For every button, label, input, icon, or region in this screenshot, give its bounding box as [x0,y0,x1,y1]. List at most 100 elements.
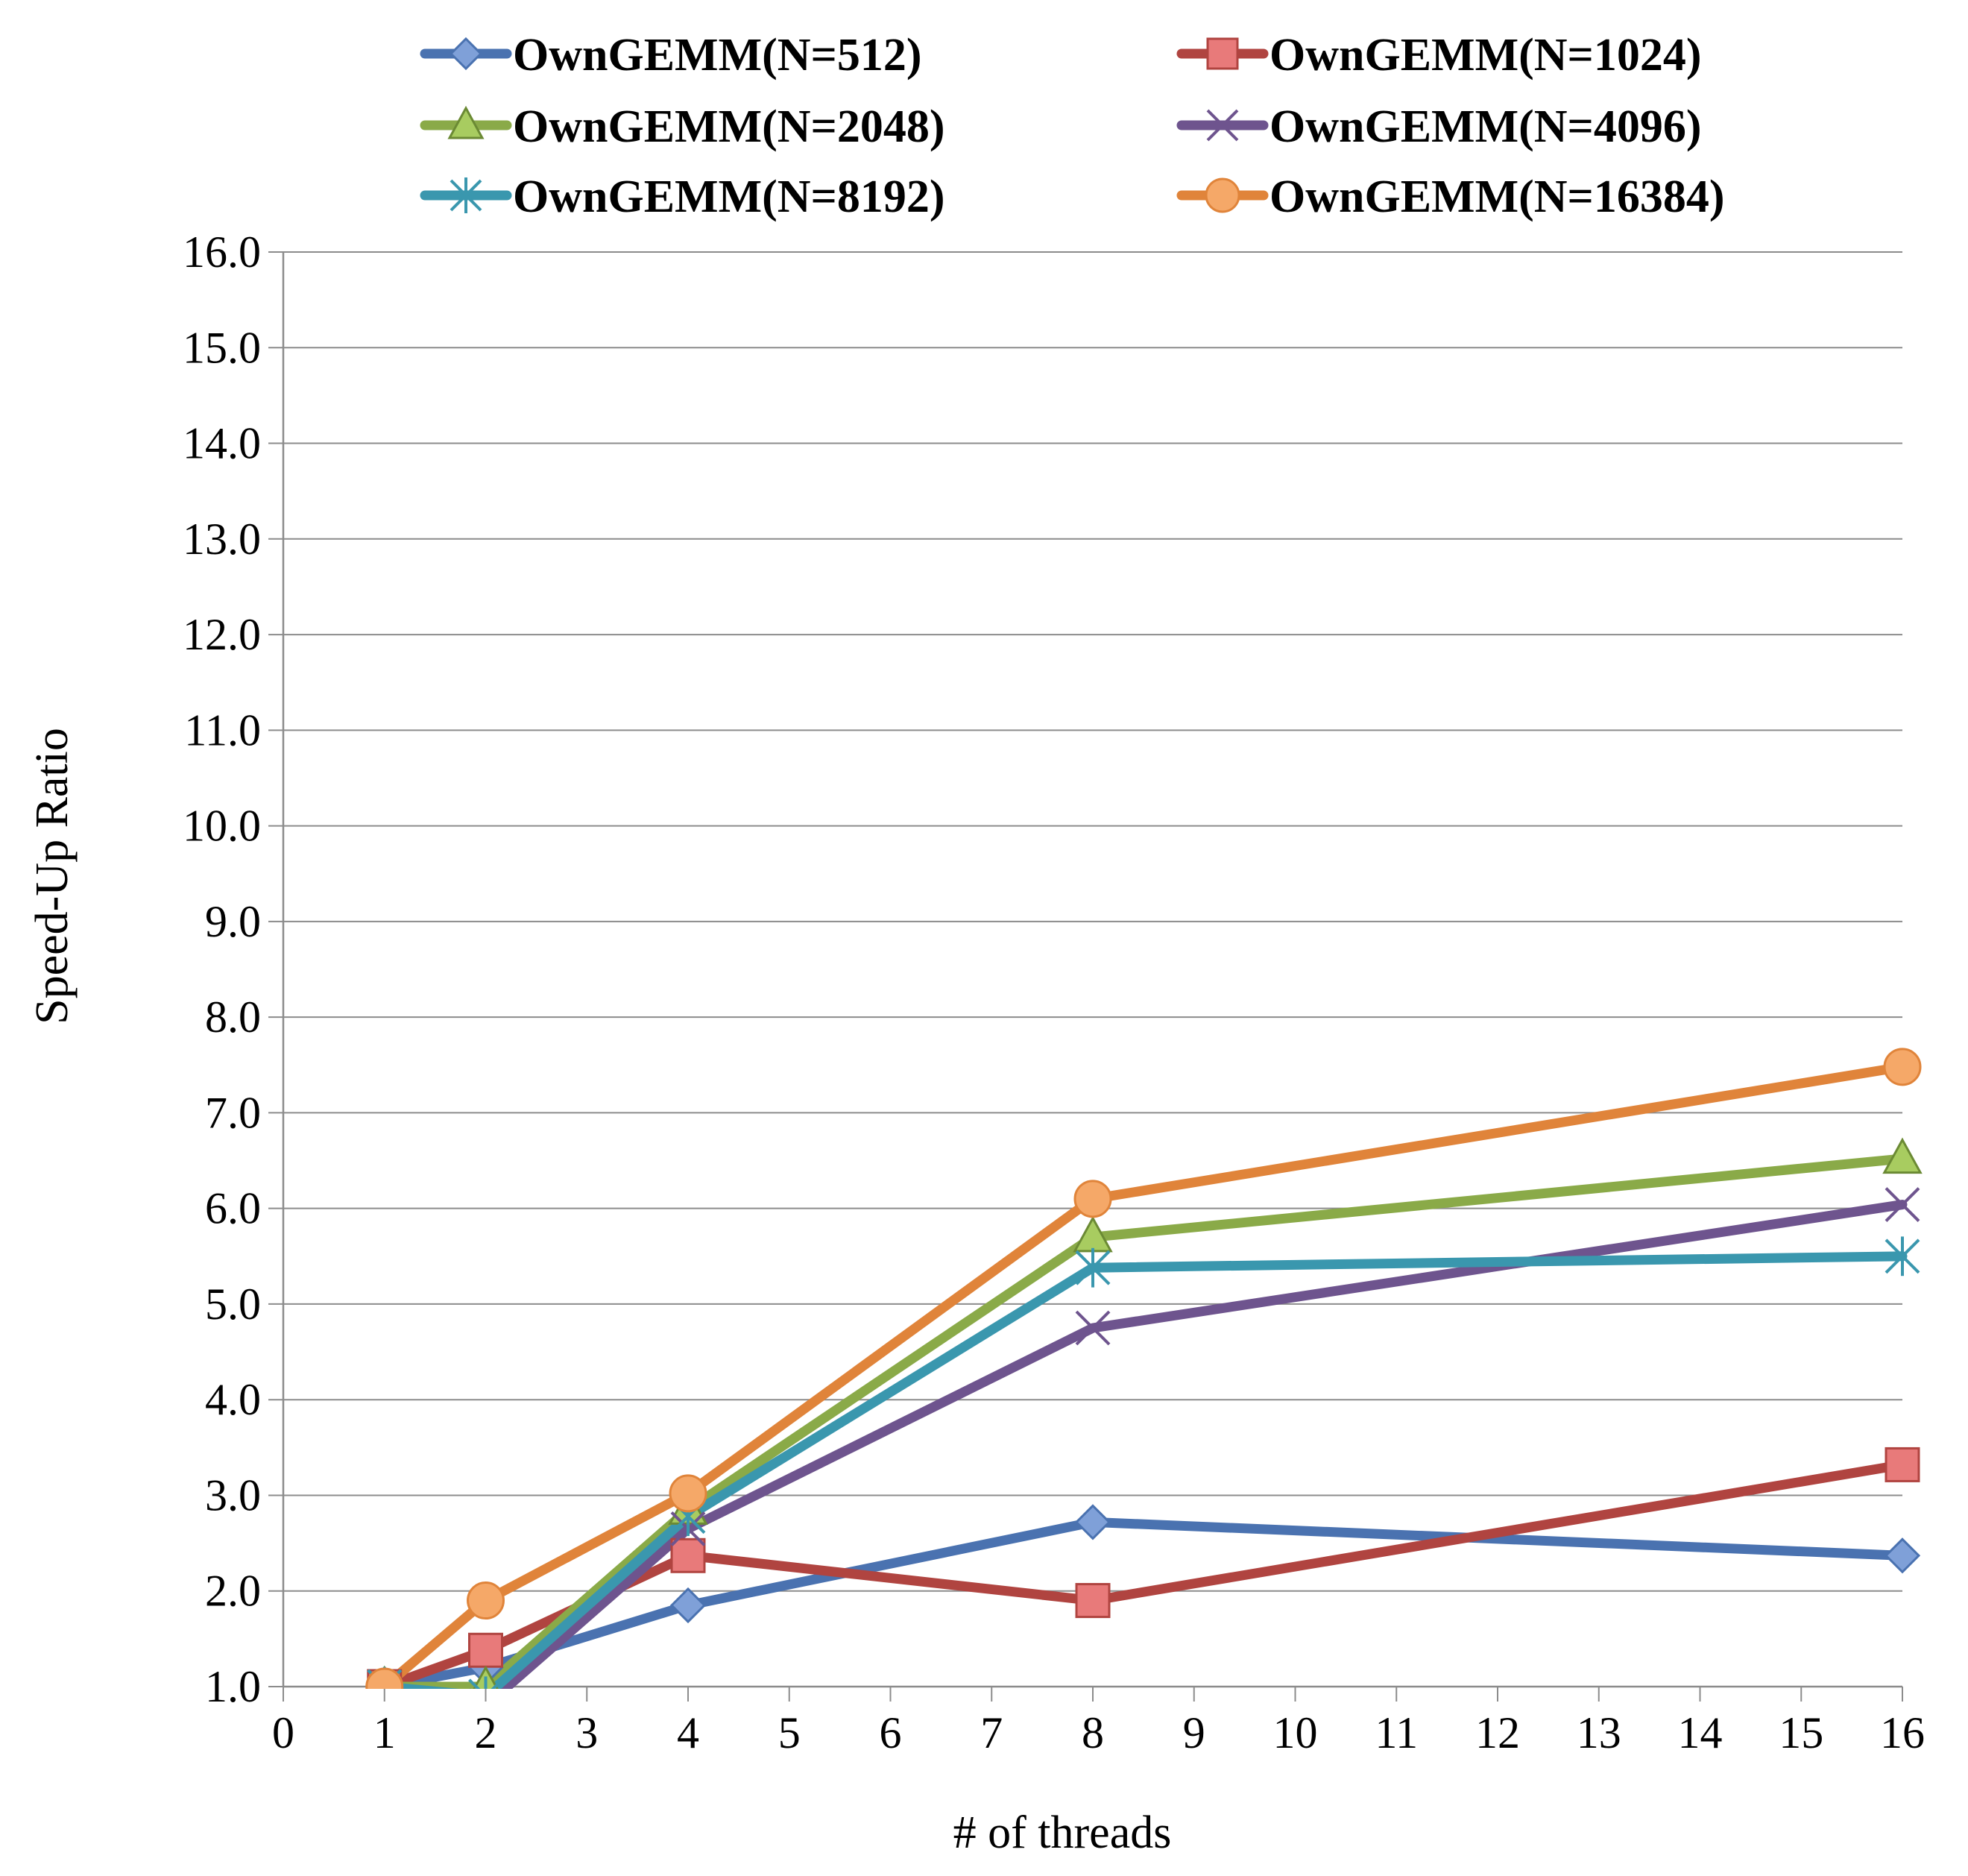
legend-swatch-marker [449,37,483,71]
data-point-3 [1075,1310,1111,1346]
grid-lines [283,251,1902,1592]
marker-shape [1074,1504,1111,1540]
legend-item-5: OwnGEMM(N=16384) [1176,171,1725,222]
x-tick-label: 15 [1779,1708,1823,1757]
data-point-5 [669,1474,707,1513]
x-tick-label: 7 [980,1708,1003,1757]
marker-shape [1884,1537,1921,1574]
data-point-1 [1075,1583,1111,1619]
data-point-4 [1075,1247,1111,1288]
marker-shape [491,1678,503,1689]
marker-shape [1883,1048,1922,1086]
data-point-0 [1074,1504,1111,1540]
series-markers [365,1048,1923,1689]
marker-shape [1885,1447,1920,1482]
x-tick-label: 3 [575,1708,598,1757]
legend-label: OwnGEMM(N=1024) [1270,30,1702,81]
legend-label: OwnGEMM(N=8192) [513,171,945,222]
marker-shape [365,1667,404,1689]
data-point-1 [1885,1447,1920,1482]
x-tick-label: 12 [1475,1708,1520,1757]
x-tick-label: 8 [1082,1708,1104,1757]
marker-shape [669,1587,707,1624]
marker-shape [447,105,485,139]
marker-shape [669,1474,707,1513]
legend-item-2: OwnGEMM(N=2048) [420,101,945,152]
marker-shape [1882,1137,1923,1174]
legend-label: OwnGEMM(N=4096) [1270,101,1702,152]
x-tick-label: 5 [778,1708,801,1757]
x-tick-label: 16 [1880,1708,1925,1757]
marker-shape [1205,177,1240,213]
x-tick-label: 14 [1678,1708,1723,1757]
x-tick-labels: 0 1 2 3 4 5 6 7 8 9 10 11 12 13 14 15 16 [272,1708,1925,1757]
legend-swatch-marker [1206,109,1239,142]
y-tick-label: 6.0 [205,1184,261,1233]
series-lines [379,1062,1908,1689]
y-tick-label: 7.0 [205,1088,261,1137]
legend-swatch-marker [1206,37,1239,70]
y-tick-label: 15.0 [183,323,261,372]
axes [268,251,1903,1702]
marker-shape [1885,1187,1920,1222]
data-point-4 [468,1676,503,1689]
y-tick-labels: 1.0 2.0 3.0 4.0 5.0 6.0 7.0 8.0 9.0 10.0 11.0 12.0 1… [183,227,261,1711]
x-tick-label: 10 [1273,1708,1318,1757]
x-tick-label: 11 [1375,1708,1418,1757]
y-tick-label: 1.0 [205,1662,261,1711]
legend-label: OwnGEMM(N=16384) [1270,171,1725,222]
marker-shape [1206,37,1239,70]
legend-swatch-marker [447,105,485,139]
legend-item-1: OwnGEMM(N=1024) [1176,30,1702,81]
data-point-5 [1883,1048,1922,1086]
y-axis-title: Speed-Up Ratio [27,728,78,1024]
x-axis-title: # of threads [953,1807,1172,1858]
marker-shape [468,1632,503,1668]
marker-shape [1206,109,1239,142]
y-tick-label: 9.0 [205,897,261,946]
marker-shape [670,1537,706,1573]
x-tick-label: 4 [677,1708,699,1757]
legend-item-4: OwnGEMM(N=8192) [420,171,945,222]
x-tick-label: 13 [1577,1708,1621,1757]
marker-shape [1073,1180,1112,1218]
data-point-1 [468,1632,503,1668]
data-point-3 [1885,1187,1920,1222]
x-tick-label: 1 [373,1708,396,1757]
x-tick-label: 0 [272,1708,294,1757]
y-tick-label: 5.0 [205,1279,261,1329]
legend-item-3: OwnGEMM(N=4096) [1176,101,1702,152]
data-point-0 [669,1587,707,1624]
y-tick-label: 11.0 [184,705,261,755]
x-tick-label: 2 [475,1708,497,1757]
data-point-5 [467,1581,505,1620]
marker-shape [467,1581,505,1620]
data-point-0 [1884,1537,1921,1574]
x-tick-label: 9 [1183,1708,1205,1757]
y-tick-label: 12.0 [183,610,261,659]
legend: OwnGEMM(N=512) OwnGEMM(N=1024) OwnGEMM(N=2… [420,30,1725,222]
data-point-5 [365,1667,404,1689]
y-tick-label: 2.0 [205,1567,261,1616]
series-line-0 [379,1517,1908,1689]
marker-shape [1075,1310,1111,1346]
legend-label: OwnGEMM(N=2048) [513,101,945,152]
legend-swatch-marker [1205,177,1240,213]
y-tick-label: 14.0 [183,419,261,468]
marker-shape [468,1678,481,1689]
marker-shape [449,37,483,71]
legend-swatch-marker [450,177,482,213]
legend-item-0: OwnGEMM(N=512) [420,30,922,81]
data-point-1 [670,1537,706,1573]
data-point-5 [1073,1180,1112,1218]
y-tick-label: 13.0 [183,514,261,564]
data-point-4 [1885,1236,1920,1277]
y-tick-label: 8.0 [205,992,261,1042]
data-point-2 [1882,1137,1923,1174]
legend-label: OwnGEMM(N=512) [513,30,922,81]
y-tick-label: 10.0 [183,802,261,851]
y-tick-label: 16.0 [183,227,261,277]
y-tick-label: 4.0 [205,1375,261,1424]
y-tick-label: 3.0 [205,1470,261,1520]
